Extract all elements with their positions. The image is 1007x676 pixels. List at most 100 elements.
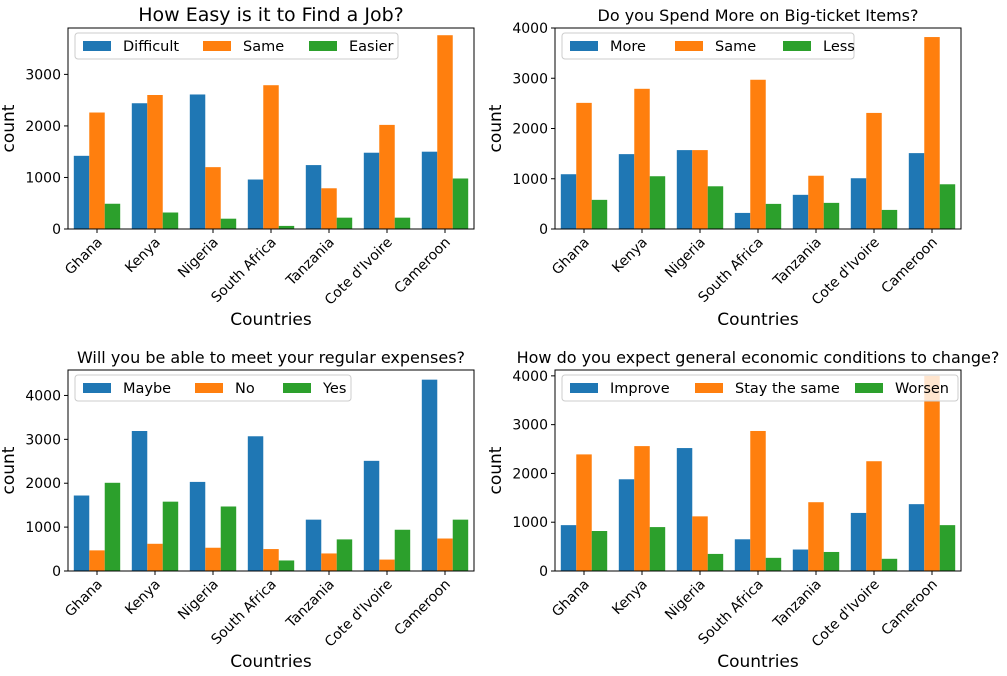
bar-less-2: [707, 186, 724, 229]
bar-stay-the-same-1: [634, 446, 650, 571]
bar-improve-1: [618, 479, 635, 571]
bar-improve-3: [734, 539, 751, 571]
bar-no-2: [205, 547, 221, 571]
chart-title: How do you expect general economic condi…: [517, 348, 1000, 367]
bar-same-2: [205, 167, 221, 229]
bar-easier-6: [452, 178, 469, 229]
bar-maybe-5: [363, 460, 380, 571]
bar-maybe-4: [305, 519, 322, 571]
bar-maybe-1: [131, 431, 148, 571]
bar-improve-0: [560, 525, 577, 571]
legend-label: Same: [243, 39, 284, 55]
legend-label: No: [235, 381, 255, 397]
bar-more-6: [908, 153, 925, 229]
bar-yes-0: [104, 482, 121, 571]
bar-more-1: [618, 154, 635, 229]
x-tick-label: Tanzania: [770, 577, 825, 632]
x-tick-label: Ghana: [549, 577, 593, 621]
bar-yes-6: [452, 519, 469, 571]
bar-easier-3: [278, 225, 295, 229]
bar-less-4: [823, 202, 840, 229]
bar-improve-6: [908, 504, 925, 571]
bar-stay-the-same-3: [750, 430, 766, 571]
y-tick-label: 4000: [512, 369, 548, 385]
x-tick-label: Kenya: [609, 235, 651, 277]
legend: Improve Stay the same Worsen: [561, 374, 959, 402]
bar-improve-4: [792, 549, 809, 571]
bar-more-5: [850, 178, 867, 229]
bar-worsen-0: [591, 531, 608, 571]
bar-improve-5: [850, 512, 867, 571]
y-axis-label: count: [0, 446, 19, 494]
legend-frame: [561, 374, 959, 402]
bar-same-5: [379, 124, 395, 229]
bar-same-4: [808, 175, 824, 229]
y-tick-label: 1000: [512, 172, 548, 188]
y-tick-label: 3000: [512, 71, 548, 87]
x-axis-label: Countries: [717, 652, 799, 672]
bar-same-3: [263, 85, 279, 230]
bar-yes-1: [162, 501, 179, 571]
bar-more-2: [676, 150, 693, 229]
bar-maybe-2: [189, 481, 206, 571]
x-axis-label: Countries: [717, 310, 799, 330]
bar-same-2: [692, 150, 708, 229]
bar-more-3: [734, 212, 751, 229]
bar-same-0: [89, 112, 105, 229]
bar-difficult-4: [305, 165, 322, 229]
bar-easier-4: [336, 217, 353, 229]
y-tick-label: 3000: [512, 418, 548, 434]
chart-title: Do you Spend More on Big-ticket Items?: [598, 6, 919, 25]
bar-difficult-3: [247, 179, 264, 229]
bar-same-6: [437, 35, 453, 229]
legend-label: Stay the same: [735, 381, 840, 397]
y-tick-label: 1000: [25, 170, 61, 186]
x-tick-label: Cameroon: [392, 577, 454, 639]
y-tick-label: 4000: [512, 21, 548, 37]
y-axis-label: count: [0, 104, 19, 152]
bar-yes-3: [278, 560, 295, 571]
bar-same-3: [750, 79, 766, 229]
bar-yes-2: [220, 506, 237, 571]
bar-easier-5: [394, 217, 411, 229]
y-tick-label: 1000: [512, 515, 548, 531]
y-tick-label: 0: [52, 222, 61, 238]
legend-label: Maybe: [123, 381, 171, 397]
bar-no-5: [379, 559, 395, 571]
legend-label: Improve: [610, 381, 670, 397]
bar-stay-the-same-6: [924, 375, 940, 571]
y-tick-label: 3000: [25, 67, 61, 83]
legend-label: Worsen: [895, 381, 949, 397]
legend-swatch: [570, 41, 598, 51]
legend-swatch: [783, 41, 811, 51]
bar-more-0: [560, 174, 577, 229]
x-tick-label: Kenya: [122, 577, 164, 619]
bar-stay-the-same-0: [576, 454, 592, 571]
bar-easier-1: [162, 212, 179, 229]
x-tick-label: Nigeria: [662, 235, 709, 282]
legend-label: More: [610, 39, 646, 55]
legend-swatch: [83, 383, 111, 393]
bar-maybe-6: [421, 379, 438, 571]
bar-yes-4: [336, 539, 353, 571]
x-tick-label: Ghana: [62, 577, 106, 621]
x-axis-label: Countries: [230, 652, 312, 672]
legend-swatch: [83, 41, 111, 51]
x-tick-label: Nigeria: [175, 235, 222, 282]
bar-easier-0: [104, 203, 121, 229]
bar-same-1: [634, 88, 650, 229]
legend-label: Difficult: [123, 39, 179, 55]
x-tick-label: Tanzania: [770, 235, 825, 290]
legend-swatch: [675, 41, 703, 51]
legend-label: Less: [823, 39, 855, 55]
legend-frame: [74, 32, 399, 60]
y-tick-label: 2000: [512, 466, 548, 482]
bar-difficult-1: [131, 103, 148, 229]
bar-no-1: [147, 543, 163, 571]
y-tick-label: 0: [539, 564, 548, 580]
y-tick-label: 4000: [25, 388, 61, 404]
x-tick-label: Nigeria: [662, 577, 709, 624]
